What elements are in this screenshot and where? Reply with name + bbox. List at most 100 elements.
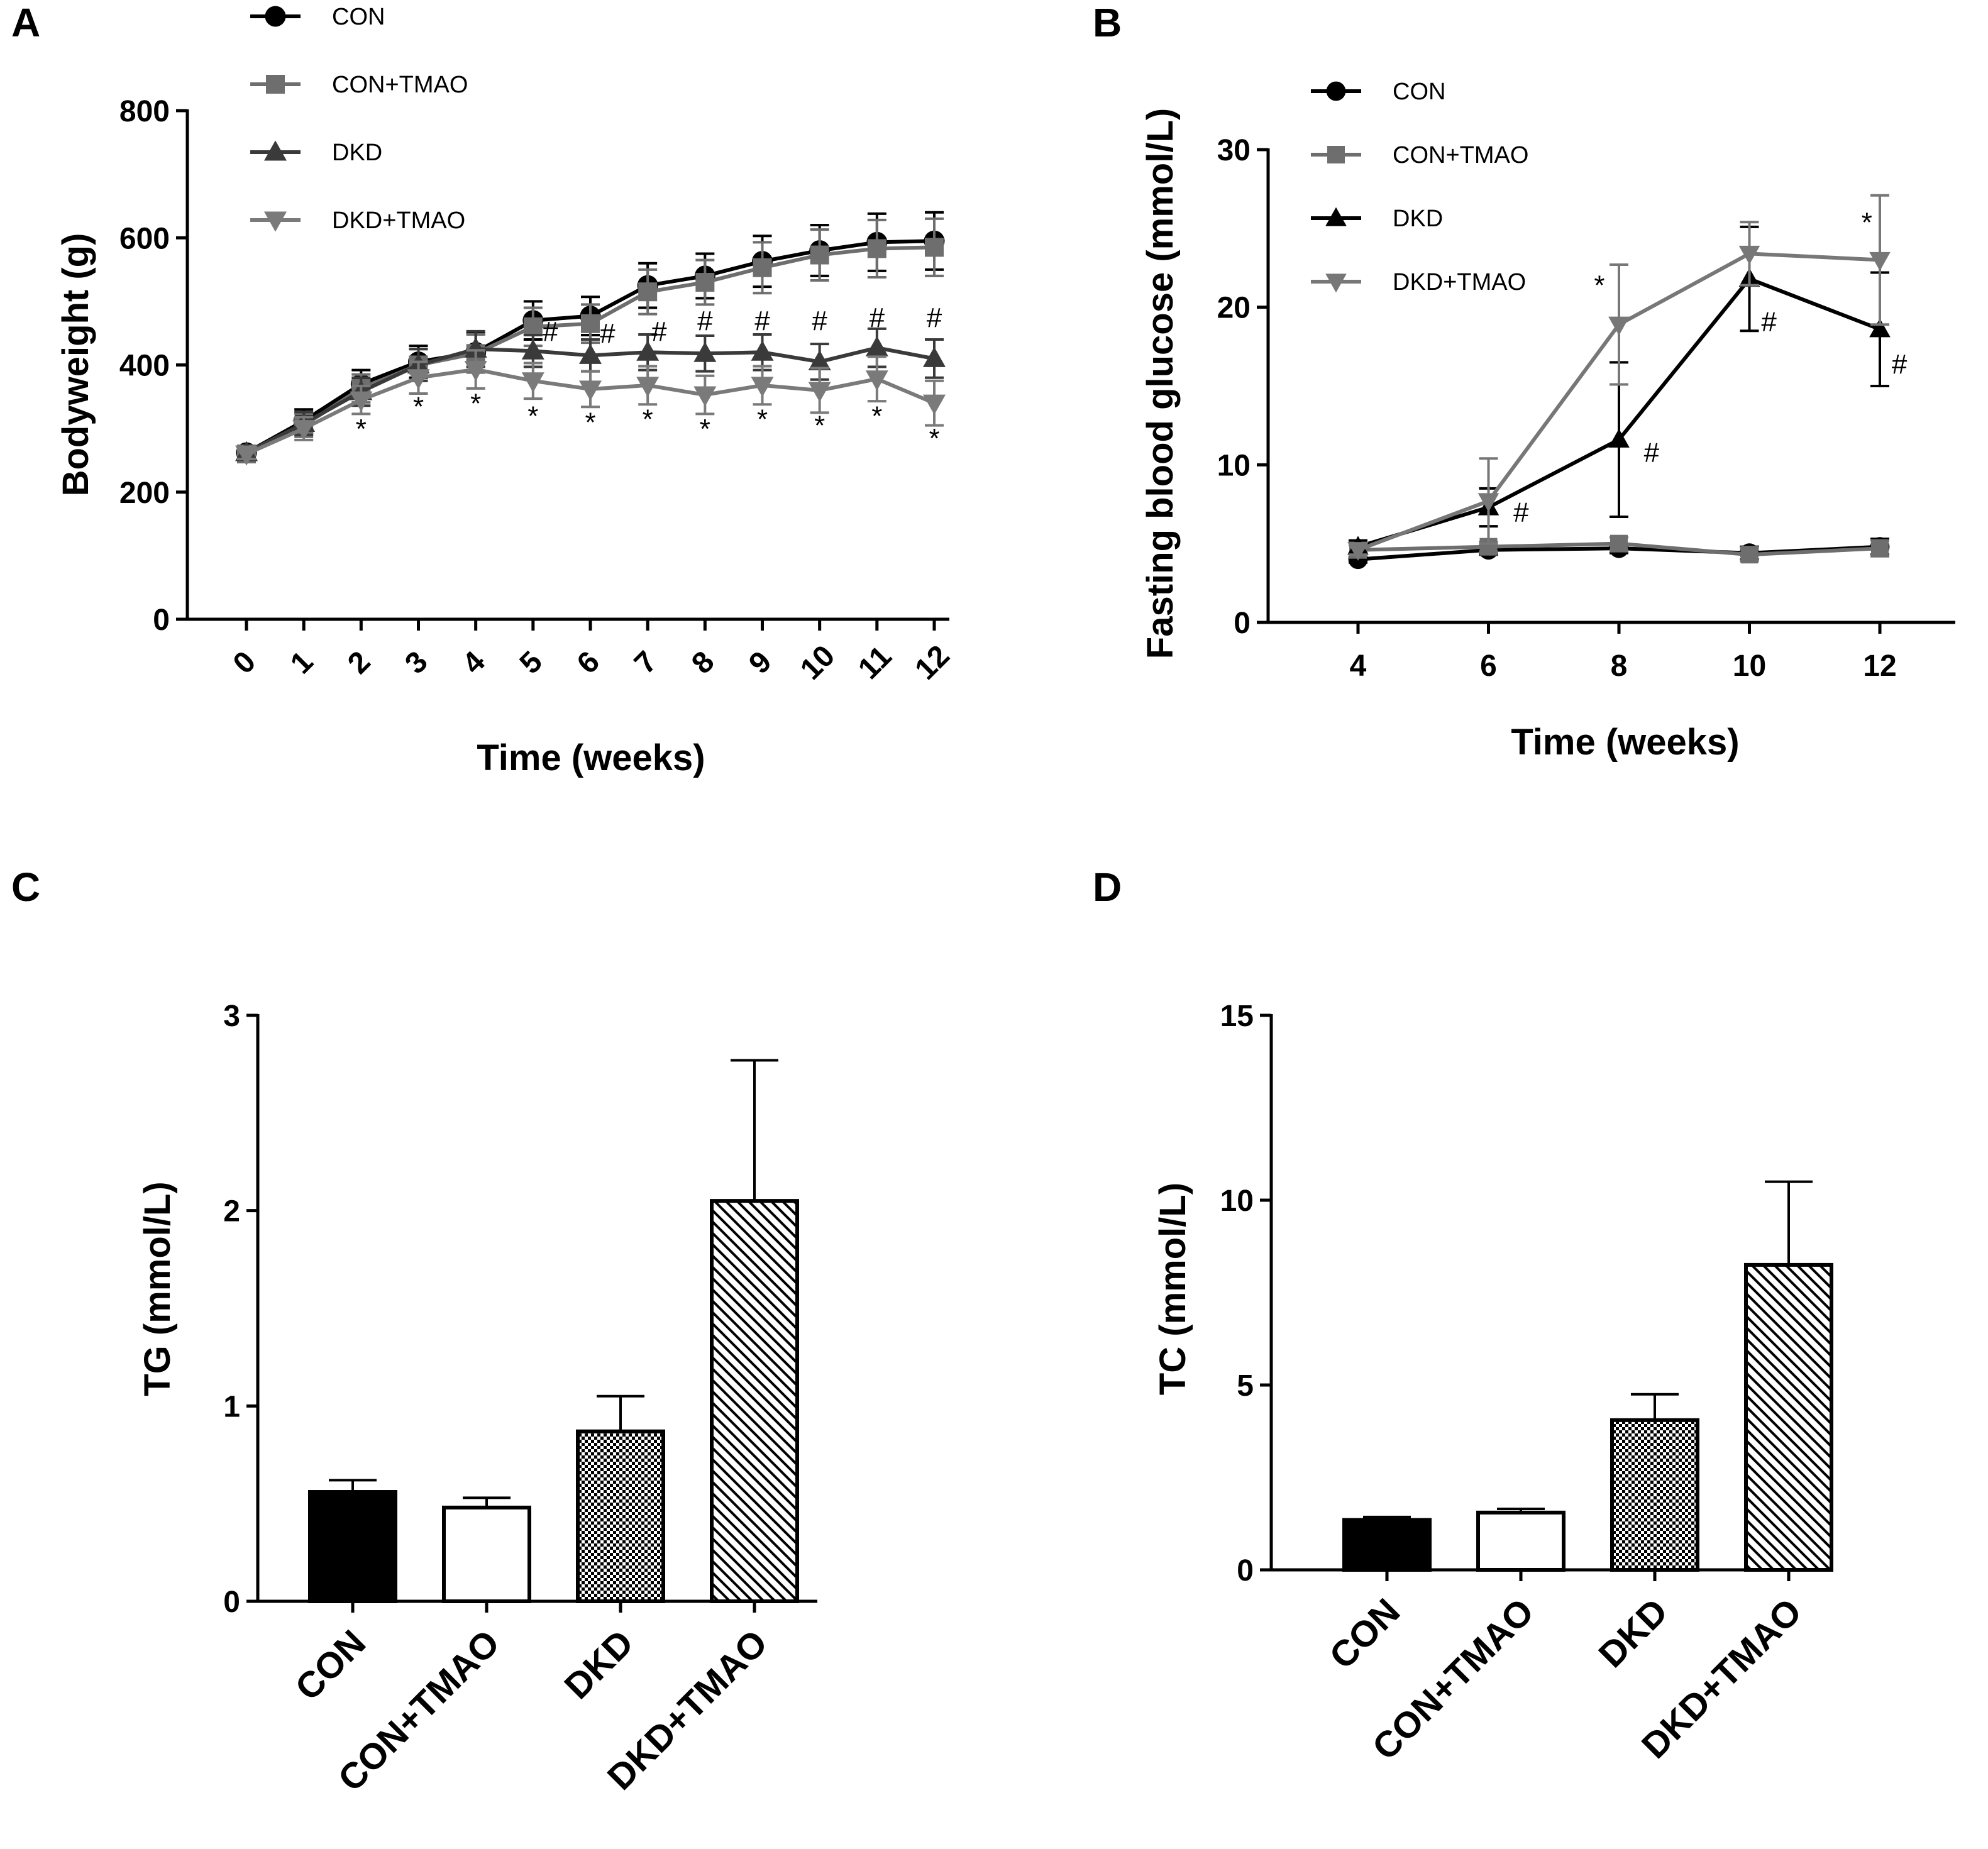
- x-tick-label: 6: [571, 645, 606, 680]
- data-point: [808, 350, 831, 370]
- data-point: [751, 377, 774, 397]
- y-tick-label: 3: [223, 1000, 240, 1033]
- y-tick-label: 2: [223, 1195, 240, 1228]
- data-point: [1477, 493, 1499, 512]
- significance-marker: *: [929, 423, 939, 454]
- data-point: [407, 369, 430, 390]
- x-tick-label: 5: [514, 645, 549, 680]
- significance-marker: *: [643, 404, 653, 435]
- data-point: [1347, 542, 1369, 561]
- data-point: [867, 239, 886, 258]
- data-point: [521, 372, 544, 393]
- data-point: [464, 337, 487, 358]
- data-point: [695, 273, 715, 292]
- category-label: DKD: [1591, 1591, 1676, 1675]
- y-tick-label: 200: [119, 477, 170, 510]
- significance-marker: #: [1513, 497, 1529, 528]
- legend-item: CON+TMAO: [1311, 142, 1528, 168]
- legend-marker: [1325, 207, 1347, 226]
- y-tick-label: 10: [1220, 1184, 1254, 1218]
- significance-marker: #: [600, 318, 616, 349]
- x-tick-label: 10: [794, 639, 841, 686]
- y-axis-title: Fasting blood glucose (mmol/L): [1140, 108, 1181, 659]
- data-point: [865, 370, 888, 391]
- significance-marker: *: [470, 388, 481, 419]
- bar-dkd: [1610, 1418, 1699, 1572]
- y-axis-title: TC (mmol/L): [1152, 1183, 1193, 1395]
- data-point: [808, 382, 831, 402]
- data-point: [350, 391, 373, 412]
- bar-con-tmao: [1476, 1510, 1566, 1572]
- data-point: [923, 394, 946, 415]
- legend-label: DKD+TMAO: [1393, 269, 1526, 295]
- y-tick-label: 0: [1234, 607, 1251, 640]
- data-point: [1740, 546, 1759, 564]
- x-tick-label: 1: [284, 645, 319, 680]
- x-tick-label: 0: [227, 645, 262, 680]
- significance-marker: #: [651, 316, 667, 347]
- data-point: [865, 336, 888, 356]
- y-tick-label: 0: [223, 1586, 240, 1619]
- category-label: CON: [287, 1622, 373, 1708]
- significance-marker: #: [1761, 306, 1777, 337]
- legend-marker: [266, 75, 285, 94]
- bar-con: [1342, 1518, 1432, 1572]
- significance-marker: *: [700, 414, 710, 444]
- series-dkd-tmao: [235, 349, 946, 466]
- legend-label: CON: [332, 4, 385, 30]
- legend-label: DKD+TMAO: [332, 207, 465, 234]
- data-point: [693, 341, 717, 362]
- category-label: CON: [1322, 1591, 1408, 1677]
- legend-item: DKD+TMAO: [1311, 269, 1526, 295]
- data-point: [464, 361, 487, 382]
- legend-item: CON: [1311, 79, 1445, 105]
- legend-label: DKD: [1393, 206, 1443, 232]
- data-point: [923, 346, 946, 367]
- legend-label: CON: [1393, 79, 1445, 105]
- panel-letter: D: [1093, 864, 1122, 910]
- y-tick-label: 0: [153, 604, 170, 637]
- data-point: [1869, 318, 1891, 338]
- data-point: [753, 258, 772, 277]
- legend-label: CON+TMAO: [332, 72, 468, 98]
- data-point: [1871, 539, 1889, 558]
- y-tick-label: 600: [119, 222, 170, 255]
- legend-marker: [1325, 273, 1347, 293]
- significance-marker: #: [1644, 437, 1660, 468]
- significance-marker: #: [754, 306, 770, 336]
- data-point: [1608, 428, 1630, 448]
- x-tick-label: 8: [1611, 649, 1628, 683]
- data-point: [292, 420, 316, 441]
- x-tick-label: 9: [743, 645, 778, 680]
- y-axis-title: Bodyweight (g): [55, 233, 96, 497]
- panel-letter: B: [1093, 0, 1122, 45]
- significance-marker: #: [870, 302, 885, 333]
- panel-fasting-blood-glucose: B 0 10 20 30 4 6 8 10 12 Time (weeks) Fasting blood…: [1093, 0, 1955, 763]
- significance-marker: *: [871, 401, 882, 432]
- bar-con: [308, 1490, 397, 1603]
- data-point: [579, 343, 602, 364]
- significance-marker: #: [697, 306, 713, 336]
- significance-marker: *: [585, 407, 595, 438]
- legend-label: DKD: [332, 140, 382, 166]
- data-point: [235, 445, 258, 466]
- y-tick-label: 15: [1220, 1000, 1254, 1033]
- series-dkd: [235, 327, 946, 461]
- data-point: [636, 377, 660, 397]
- y-tick-label: 800: [119, 95, 170, 128]
- legend-item: DKD: [1311, 206, 1443, 232]
- bar-con-tmao: [442, 1505, 531, 1603]
- data-point: [1610, 534, 1628, 553]
- data-point: [1738, 245, 1760, 265]
- significance-marker: *: [1594, 270, 1604, 301]
- series-dkd-tmao: [1347, 194, 1891, 561]
- data-point: [581, 314, 600, 333]
- data-point: [521, 339, 544, 360]
- y-tick-label: 5: [1237, 1369, 1254, 1403]
- data-point: [810, 245, 829, 265]
- significance-marker: #: [543, 316, 558, 347]
- legend-item: DKD+TMAO: [250, 207, 465, 234]
- bar-dkd: [576, 1429, 665, 1603]
